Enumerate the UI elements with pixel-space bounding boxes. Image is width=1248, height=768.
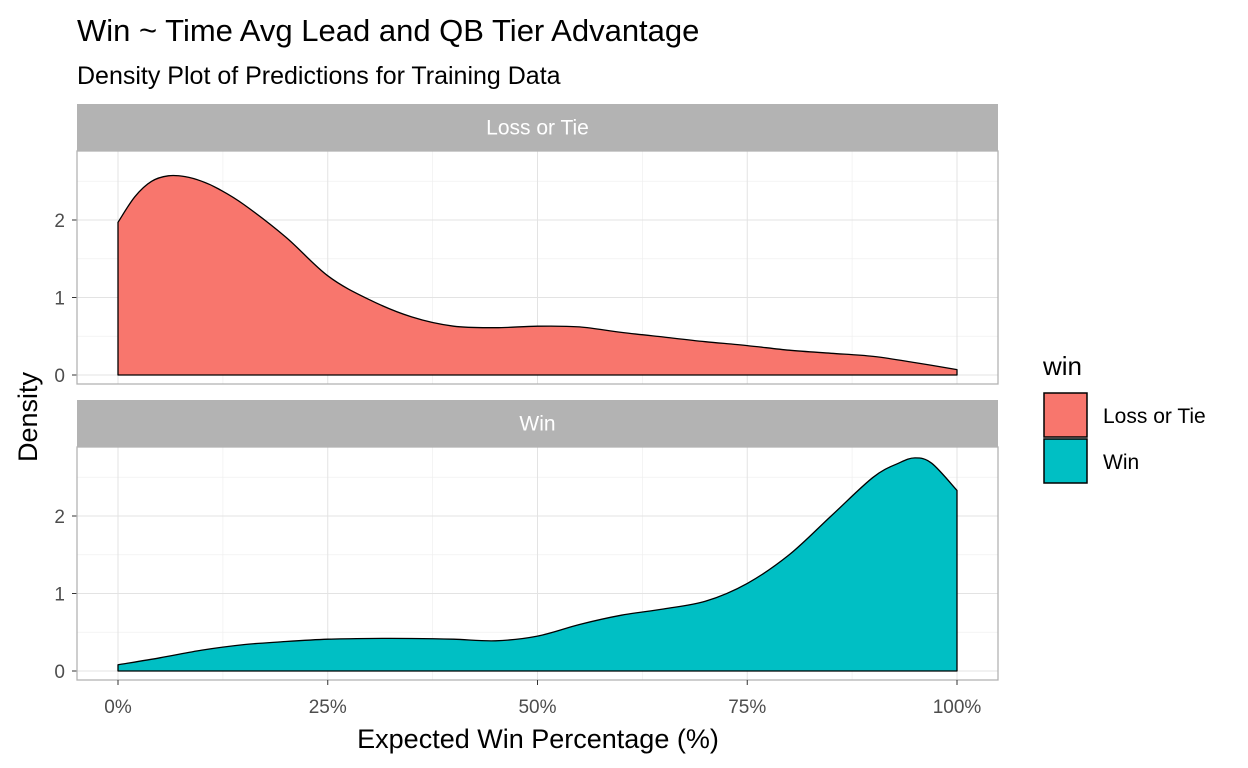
y-axis-title: Density xyxy=(13,371,43,462)
legend-label: Win xyxy=(1103,451,1139,474)
panel-border xyxy=(76,150,999,385)
facet-panels: Loss or Tie 0 1 2 Win 0 1 2 xyxy=(54,104,999,683)
facet-strip xyxy=(77,400,998,447)
x-tick-label: 0% xyxy=(104,697,132,718)
y-tick-label: 2 xyxy=(54,507,65,528)
y-tick-label: 0 xyxy=(54,366,65,387)
x-tick-label: 100% xyxy=(933,697,982,718)
facet-strip-label: Win xyxy=(519,413,555,436)
facet-panel: Loss or Tie 0 1 2 xyxy=(54,104,999,387)
density-area xyxy=(117,174,958,376)
y-tick-label: 2 xyxy=(54,211,65,232)
chart-title: Win ~ Time Avg Lead and QB Tier Advantag… xyxy=(77,13,699,48)
legend: win Loss or Tie Win xyxy=(1042,351,1206,484)
x-axis: 0% 25% 50% 75% 100% xyxy=(104,680,981,718)
facet-panel: Win 0 1 2 xyxy=(54,400,999,683)
x-tick-label: 50% xyxy=(518,697,556,718)
legend-title: win xyxy=(1042,351,1082,381)
y-tick-label: 1 xyxy=(54,289,65,310)
facet-strip-label: Loss or Tie xyxy=(486,117,589,140)
facet-strip xyxy=(77,104,998,151)
chart-subtitle: Density Plot of Predictions for Training… xyxy=(77,62,561,90)
x-tick-label: 75% xyxy=(728,697,766,718)
y-tick-label: 1 xyxy=(54,585,65,606)
legend-key xyxy=(1043,392,1088,438)
y-tick-label: 0 xyxy=(54,662,65,683)
legend-key xyxy=(1043,438,1088,484)
x-axis-title: Expected Win Percentage (%) xyxy=(357,724,719,754)
x-tick-label: 25% xyxy=(309,697,347,718)
density-area xyxy=(117,457,958,672)
legend-label: Loss or Tie xyxy=(1103,405,1206,428)
